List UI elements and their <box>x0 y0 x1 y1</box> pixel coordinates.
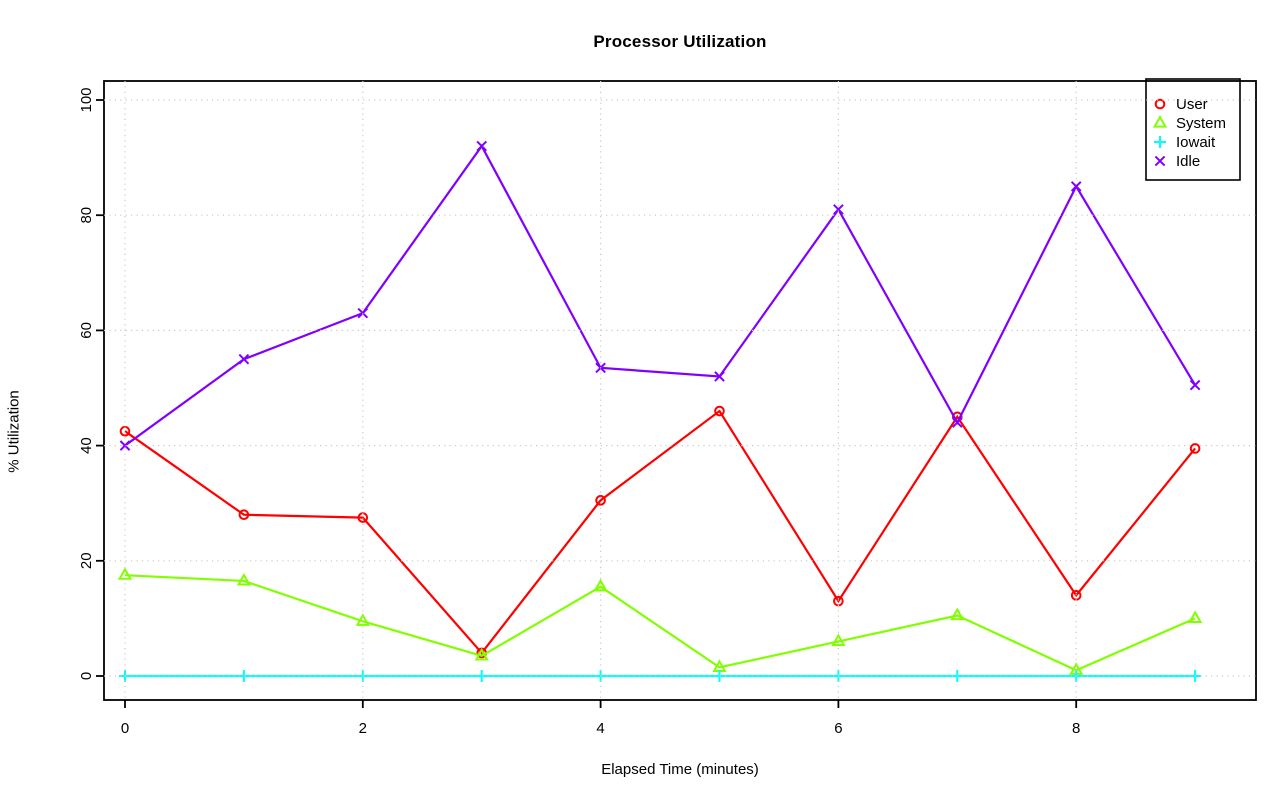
x-marker <box>1070 181 1082 192</box>
x-marker <box>119 440 131 451</box>
triangle-marker <box>593 578 608 592</box>
y-tick-label: 40 <box>78 437 95 454</box>
legend-label: User <box>1176 96 1208 113</box>
legend-item-user: User <box>1154 96 1208 113</box>
legend-label: System <box>1176 115 1226 132</box>
triangle-marker <box>950 607 965 621</box>
y-tick-label: 20 <box>78 552 95 569</box>
series-line <box>124 574 1196 672</box>
circle-marker <box>238 509 250 521</box>
y-tick-label: 80 <box>78 207 95 224</box>
triangle-marker <box>831 633 846 647</box>
x-tick-label: 8 <box>1072 720 1080 737</box>
gridlines <box>104 81 1256 700</box>
triangle-marker <box>1187 610 1203 623</box>
legend-item-system: System <box>1152 114 1226 132</box>
x-axis: 0 2 4 6 8 <box>121 700 1080 737</box>
series-user <box>119 405 1201 659</box>
x-marker <box>833 204 844 215</box>
chart-title: Processor Utilization <box>593 32 767 51</box>
y-axis-title: % Utilization <box>5 390 23 473</box>
x-marker <box>476 140 488 152</box>
legend-label: Idle <box>1176 153 1200 170</box>
triangle-marker <box>474 647 489 661</box>
x-tick-label: 4 <box>596 720 604 737</box>
x-marker <box>1154 155 1166 167</box>
circle-marker <box>714 405 725 417</box>
x-marker <box>714 371 725 382</box>
plus-marker <box>1154 136 1166 148</box>
series-line <box>124 409 1196 655</box>
y-axis: 0 20 40 60 80 100 <box>78 87 104 680</box>
plus-marker <box>713 670 726 682</box>
y-tick-label: 0 <box>78 672 95 680</box>
x-tick-label: 2 <box>359 720 367 737</box>
legend: User System Iowait Idle <box>1145 78 1241 181</box>
circle-marker <box>1189 443 1201 454</box>
triangle-marker <box>355 613 370 626</box>
x-tick-label: 0 <box>121 720 129 737</box>
triangle-marker <box>117 567 133 580</box>
x-marker <box>238 353 250 365</box>
y-tick-label: 60 <box>78 322 95 339</box>
x-marker <box>357 307 369 319</box>
legend-label: Iowait <box>1176 134 1216 151</box>
circle-marker <box>595 495 606 506</box>
x-tick-label: 6 <box>834 720 842 737</box>
x-marker <box>1189 379 1201 391</box>
legend-item-idle: Idle <box>1154 153 1200 170</box>
x-axis-title: Elapsed Time (minutes) <box>601 761 759 778</box>
series-layer <box>117 140 1203 682</box>
triangle-marker <box>236 572 252 586</box>
series-idle <box>119 140 1201 451</box>
legend-item-iowait: Iowait <box>1154 134 1216 151</box>
circle-marker <box>1154 98 1166 110</box>
series-line <box>124 143 1197 447</box>
series-system <box>117 567 1203 675</box>
triangle-marker <box>1152 114 1168 128</box>
x-marker <box>951 417 963 428</box>
plot-box <box>103 80 1257 701</box>
y-tick-label: 100 <box>78 87 95 112</box>
